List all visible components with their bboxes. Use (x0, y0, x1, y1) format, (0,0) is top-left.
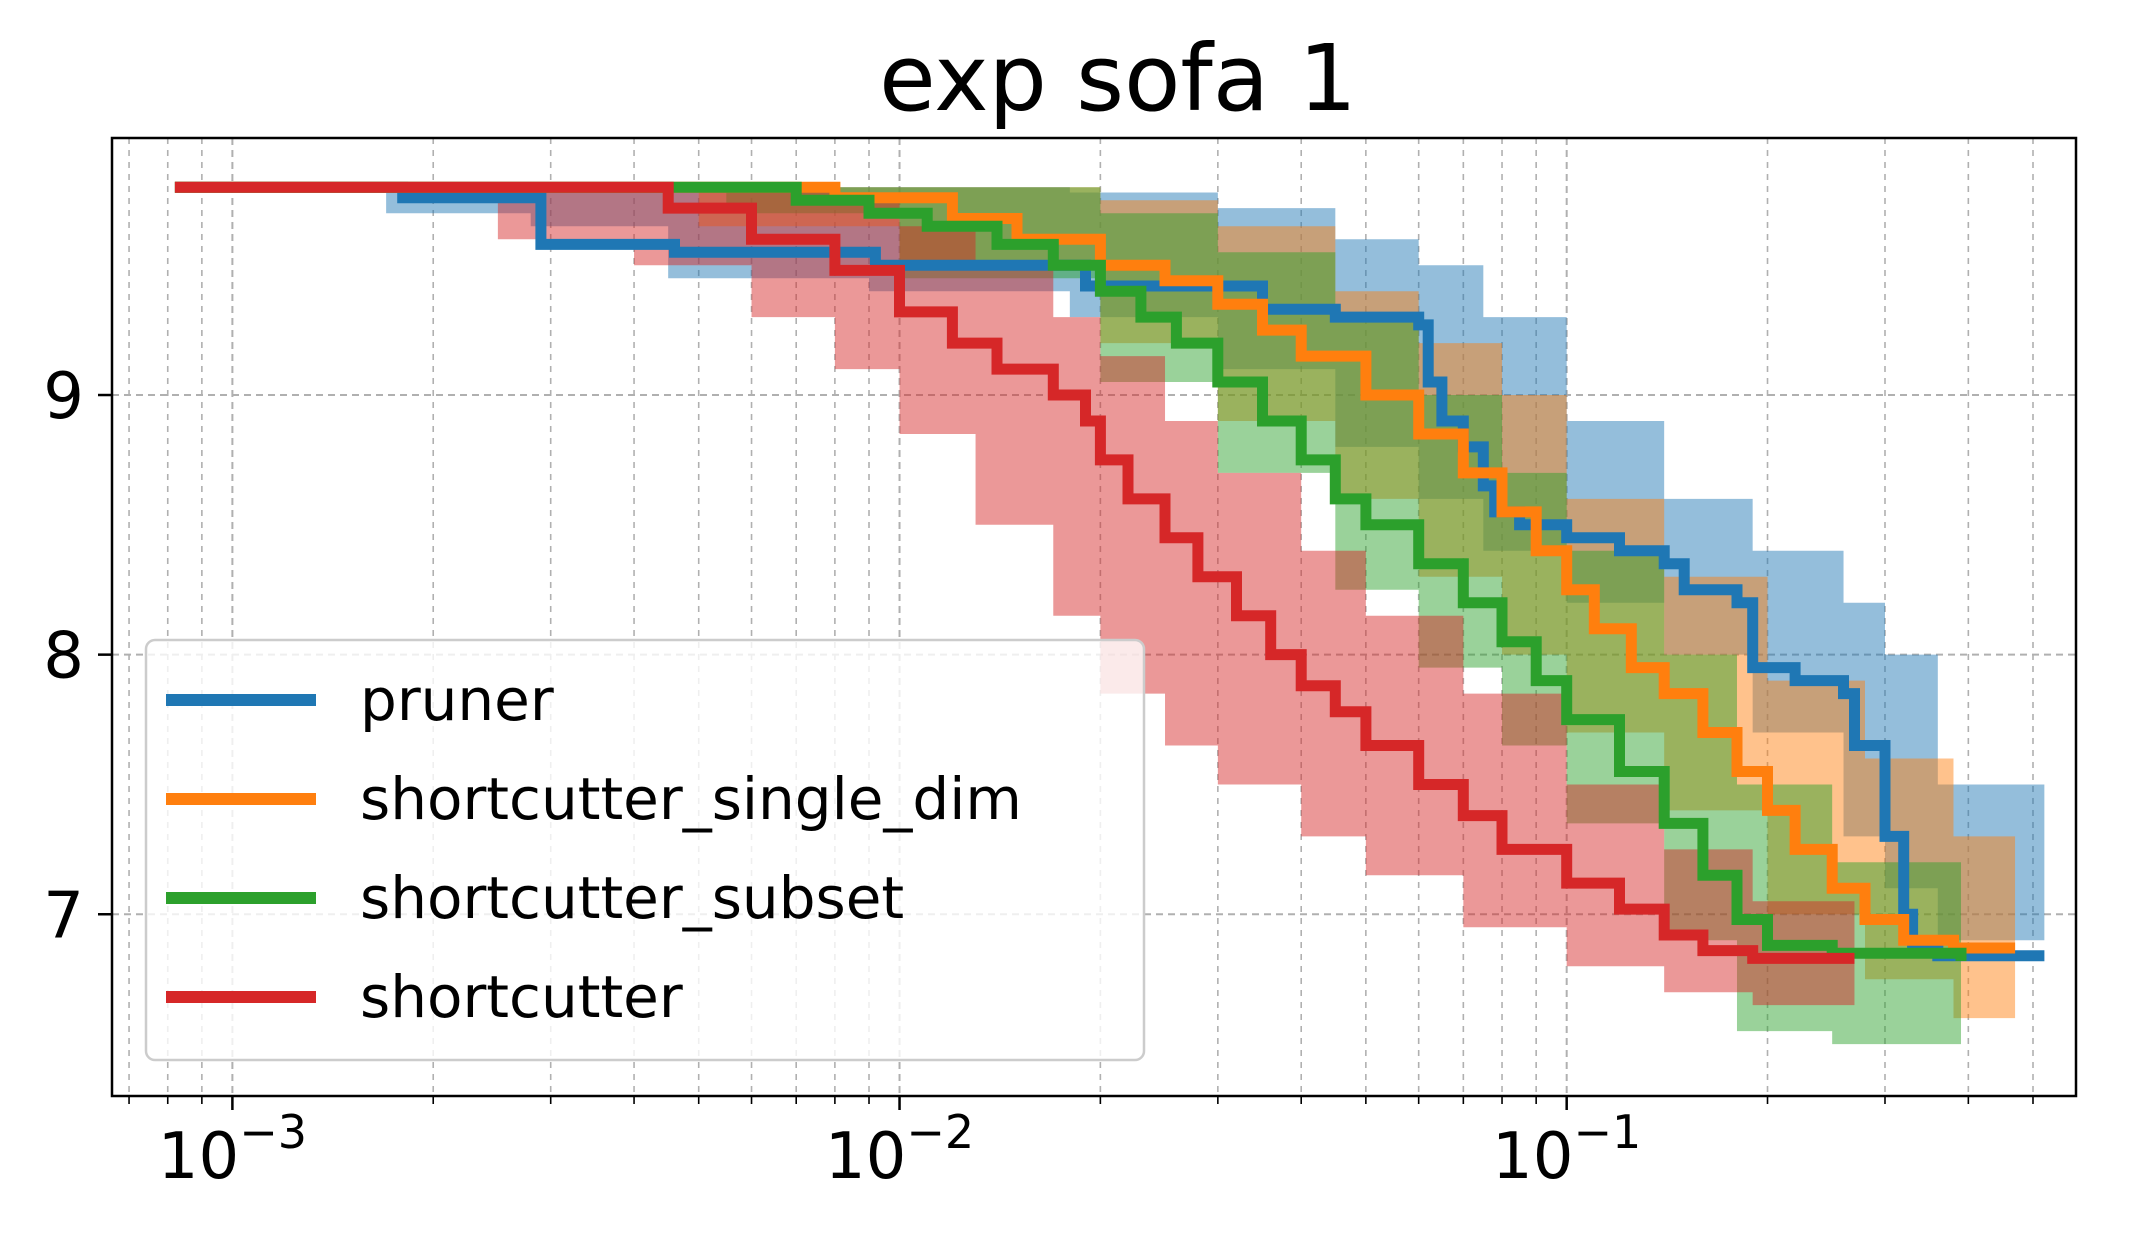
y-tick-label: 7 (43, 879, 84, 953)
legend-label: shortcutter_single_dim (360, 765, 1022, 833)
series-line-pruner (174, 181, 2045, 962)
series-line-shortcutter_subset (174, 181, 1967, 961)
legend-label: shortcutter (360, 963, 683, 1031)
legend-box (144, 638, 1146, 1062)
band-pruner (174, 187, 2045, 956)
series-lines (174, 181, 2045, 964)
band-shortcutter (174, 187, 1855, 1006)
y-tick-label: 9 (43, 360, 84, 434)
chart-title: exp sofa 1 (879, 25, 1357, 132)
y-tick-label: 8 (43, 620, 84, 694)
x-tick-label: 10−2 (825, 1105, 974, 1194)
x-tick-base: 10 (1492, 1120, 1573, 1194)
series-line-shortcutter (174, 181, 1855, 964)
band-shortcutter_single_dim (174, 187, 2016, 1019)
legend-label: pruner (360, 666, 554, 734)
x-tick-exponent: −1 (1573, 1105, 1641, 1159)
x-tick-base: 10 (158, 1120, 239, 1194)
legend-label: shortcutter_subset (360, 864, 904, 932)
x-tick-label: 10−1 (1492, 1105, 1641, 1194)
x-tick-label: 10−3 (158, 1105, 307, 1194)
x-tick-base: 10 (825, 1120, 906, 1194)
x-tick-exponent: −2 (906, 1105, 974, 1159)
plot-frame (110, 136, 2078, 1098)
x-tick-exponent: −3 (239, 1105, 307, 1159)
series-line-shortcutter_single_dim (174, 181, 2016, 954)
legend: pruner shortcutter_single_dim shortcutter_… (144, 638, 1146, 1062)
